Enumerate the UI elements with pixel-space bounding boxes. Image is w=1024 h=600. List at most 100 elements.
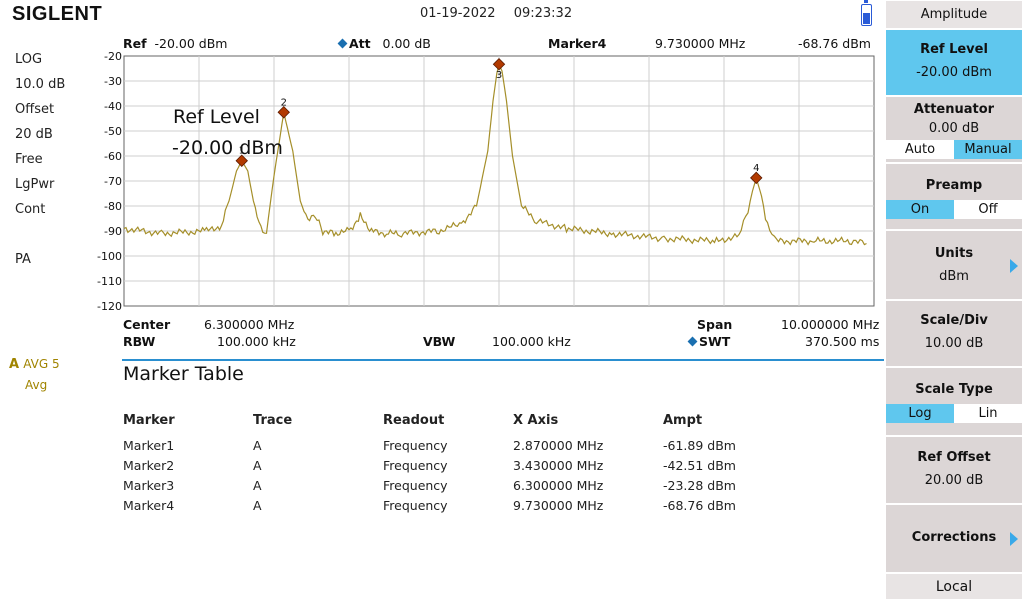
marker-label: 1 [239,146,245,157]
local-button[interactable]: Local [886,574,1022,600]
siglent-logo: SIGLENT [12,3,103,25]
att-value: 0.00 dB [382,36,431,51]
y-tick-label: -80 [104,200,122,213]
mt-cell: -23.28 dBm [663,478,736,493]
section-divider [122,359,884,361]
trigger-status: Free [15,152,43,167]
battery-icon [861,0,872,26]
mt-cell: 2.870000 MHz [513,438,604,453]
attenuator-value: 0.00 dB [928,121,980,136]
attenuator-toggle[interactable]: Auto Manual [886,140,1022,159]
y-tick-label: -30 [104,75,122,88]
preamp-on-option[interactable]: On [886,200,954,219]
units-softkey[interactable]: Units dBm [886,231,1022,300]
trace-a [123,62,867,246]
marker-label: 2 [281,97,287,108]
mt-cell: 3.430000 MHz [513,458,604,473]
scale-type-softkey[interactable]: Scale Type Log Lin [886,368,1022,436]
detector-status: LgPwr [15,177,55,192]
mt-header-ampt: Ampt [663,413,703,428]
preamp-toggle[interactable]: On Off [886,200,1022,219]
mt-cell: Marker2 [123,458,175,473]
center-value: 6.300000 MHz [204,317,295,332]
mt-cell: -42.51 dBm [663,458,736,473]
swt-readout: SWT [687,334,731,349]
scale-type-toggle[interactable]: Log Lin [886,404,1022,423]
att-manual-option[interactable]: Manual [954,140,1022,159]
avg-count: AVG 5 [23,357,60,371]
span-value: 10.000000 MHz [781,317,880,332]
mt-cell: Marker3 [123,478,175,493]
swt-label: SWT [699,334,731,349]
rbw-value: 100.000 kHz [217,334,296,349]
scale-div-value: 10.00 dB [924,336,984,351]
y-tick-label: -100 [97,250,122,263]
ref-offset-softkey[interactable]: Ref Offset 20.00 dB [886,437,1022,504]
mt-cell: A [253,458,262,473]
mt-header-readout: Readout [383,413,445,428]
mt-cell: -68.76 dBm [663,498,736,513]
mt-cell: 9.730000 MHz [513,498,604,513]
mt-cell: 6.300000 MHz [513,478,604,493]
preamp-softkey[interactable]: Preamp On Off [886,164,1022,230]
local-label: Local [935,579,973,595]
y-tick-label: -70 [104,175,122,188]
att-label: Att [349,36,371,51]
sweep-mode-status: Cont [15,202,46,217]
attenuator-title: Attenuator [913,102,995,117]
rbw-label: RBW [123,334,156,349]
offset-label: Offset [15,102,55,117]
offset-status: 20 dB [15,127,53,142]
mt-cell: -61.89 dBm [663,438,736,453]
scale-div-softkey[interactable]: Scale/Div 10.00 dB [886,301,1022,367]
ref-label: Ref [123,36,147,51]
vbw-label: VBW [423,334,456,349]
preamp-status: PA [15,252,31,267]
att-auto-option[interactable]: Auto [886,140,954,159]
swt-diamond-icon [687,336,698,347]
softkey-panel: Amplitude Ref Level -20.00 dBm Attenuato… [885,0,1024,600]
marker-diamond[interactable] [492,57,506,71]
ref-value: -20.00 dBm [154,36,228,51]
ref-level-softkey[interactable]: Ref Level -20.00 dBm [886,30,1022,96]
corrections-softkey[interactable]: Corrections [886,505,1022,573]
attenuator-softkey[interactable]: Attenuator 0.00 dB Auto Manual [886,97,1022,163]
center-label: Center [123,317,171,332]
submenu-arrow-icon [1010,259,1018,273]
date-time: 01-19-2022 09:23:32 [420,6,586,21]
marker-diamond[interactable] [277,106,290,119]
scale-div-title: Scale/Div [920,313,988,328]
markers: 1 2 3 4 [235,57,763,185]
preamp-off-option[interactable]: Off [954,200,1022,219]
scale-mode: LOG [15,52,43,67]
active-marker-label: Marker4 [548,36,607,51]
marker-diamond[interactable] [750,171,763,185]
scale-lin-option[interactable]: Lin [954,404,1022,423]
mt-cell: Frequency [383,498,448,513]
ref-level-value: -20.00 dBm [916,65,992,80]
y-tick-label: -50 [104,125,122,138]
mt-cell: Frequency [383,438,448,453]
marker-label: 4 [753,163,759,174]
scale-type-title: Scale Type [915,382,993,397]
active-marker-freq: 9.730000 MHz [655,36,746,51]
marker-diamond[interactable] [235,154,248,167]
mt-cell: Marker1 [123,438,175,453]
trace-letter: A [9,357,20,372]
units-value: dBm [939,269,969,284]
marker-table-title: Marker Table [123,363,244,385]
scale-div-status: 10.0 dB [15,77,66,92]
ref-level-title: Ref Level [920,42,988,57]
trace-avg-status: A AVG 5 [9,357,60,372]
ref-readout: Ref -20.00 dBm [123,36,227,51]
y-tick-label: -110 [97,275,122,288]
mt-cell: A [253,478,262,493]
swt-value: 370.500 ms [805,334,880,349]
time: 09:23:32 [513,6,573,21]
scale-log-option[interactable]: Log [886,404,954,423]
y-tick-label: -60 [104,150,122,163]
date: 01-19-2022 [420,6,496,21]
mt-header-xaxis: X Axis [513,413,559,428]
active-marker-ampt: -68.76 dBm [798,36,871,51]
